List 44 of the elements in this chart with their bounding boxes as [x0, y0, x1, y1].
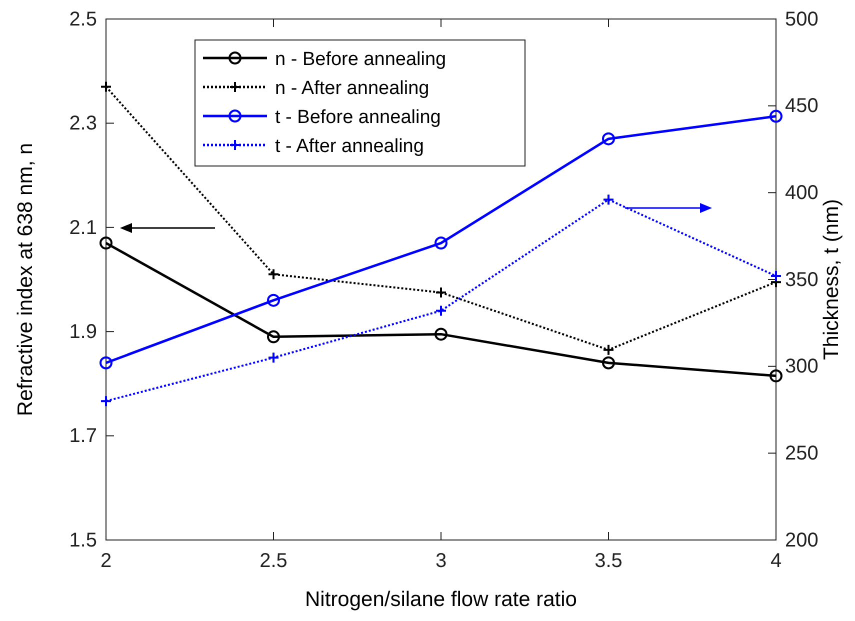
point: [602, 194, 614, 206]
y-tick-label: 1.7: [69, 425, 97, 448]
point: [435, 304, 447, 317]
y-tick-label: 2.1: [69, 216, 97, 239]
y-tick-label: 1.9: [69, 321, 97, 343]
y2-tick-label: 450: [785, 95, 818, 118]
point: [434, 236, 448, 250]
point: [268, 352, 280, 364]
y2-tick-label: 500: [785, 8, 818, 30]
x-tick-label: 4: [770, 550, 782, 572]
point: [602, 132, 615, 146]
legend-label: n - After annealing: [275, 78, 430, 99]
y2-tick-label: 250: [785, 442, 818, 465]
point: [100, 395, 112, 408]
point: [770, 369, 782, 382]
x-tick-label: 3.5: [594, 550, 622, 572]
point: [434, 328, 448, 341]
point: [602, 356, 615, 370]
point: [267, 330, 280, 344]
legend-label: t - Before annealing: [275, 107, 441, 128]
y-tick-label: 2.3: [69, 112, 97, 135]
point: [770, 110, 782, 123]
y2-tick-label: 200: [785, 529, 818, 552]
y-tick-label: 1.5: [69, 529, 97, 552]
y-tick-label: 2.5: [69, 8, 97, 30]
point: [770, 270, 782, 282]
legend-label: t - After annealing: [275, 136, 424, 157]
y2-axis-title: Thickness, t (nm): [820, 198, 843, 360]
y2-tick-label: 300: [785, 356, 818, 378]
point: [100, 236, 112, 250]
point: [435, 286, 447, 299]
point: [267, 294, 280, 307]
point: [100, 356, 112, 370]
x-tick-label: 2: [100, 550, 112, 572]
legend-label: n - Before annealing: [275, 49, 446, 70]
y2-tick-label: 400: [785, 182, 818, 204]
x-axis-title: Nitrogen/silane flow rate ratio: [305, 588, 577, 611]
point: [268, 268, 280, 280]
y2-tick-label: 350: [785, 268, 818, 291]
x-tick-label: 3: [435, 550, 447, 572]
point: [602, 344, 614, 356]
point: [100, 80, 112, 93]
x-tick-label: 2.5: [260, 550, 288, 572]
y-axis-title: Refractive index at 638 nm, n: [14, 142, 37, 416]
